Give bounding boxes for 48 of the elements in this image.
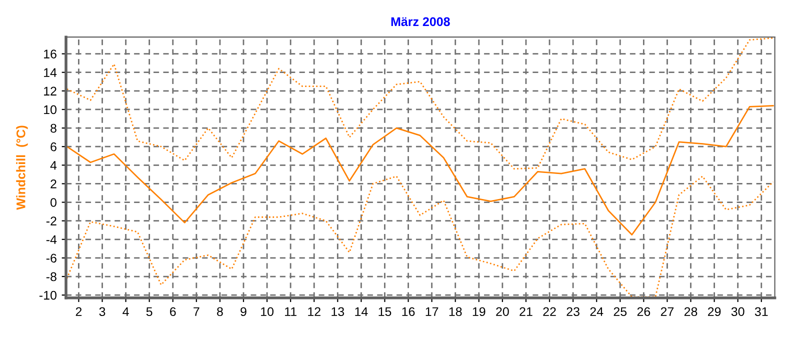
x-tick-label: 25 <box>614 307 627 316</box>
x-tick-label: 24 <box>590 307 604 316</box>
x-tick-label: 28 <box>684 307 698 316</box>
x-tick-label: 17 <box>426 307 438 316</box>
y-tick-label: 2 <box>50 180 56 188</box>
y-tick-label: 8 <box>50 124 56 133</box>
x-tick-label: 15 <box>378 307 392 316</box>
x-tick-label: 4 <box>122 307 129 316</box>
x-tick-label: 20 <box>496 307 509 316</box>
x-tick-label: 8 <box>217 307 223 316</box>
x-tick-label: 2 <box>76 307 82 316</box>
x-tick-label: 31 <box>754 307 768 316</box>
x-tick-label: 27 <box>660 307 674 316</box>
y-tick-label: 14 <box>44 68 57 77</box>
y-tick-label: 12 <box>44 86 56 96</box>
x-tick-label: 23 <box>566 307 580 316</box>
y-tick-label: -10 <box>39 290 56 300</box>
x-tick-label: 10 <box>261 307 274 316</box>
y-tick-label: 0 <box>50 198 56 207</box>
x-tick-label: 21 <box>520 307 532 316</box>
x-tick-label: 11 <box>285 307 296 316</box>
x-tick-label: 18 <box>449 307 462 316</box>
x-tick-label: 6 <box>170 307 176 316</box>
x-tick-label: 12 <box>308 307 320 316</box>
y-tick-label: 6 <box>50 142 56 152</box>
y-tick-label: 10 <box>44 105 56 114</box>
x-tick-label: 3 <box>99 307 106 316</box>
x-tick-label: 22 <box>543 307 556 316</box>
x-tick-label: 7 <box>194 307 200 316</box>
x-tick-label: 14 <box>355 307 368 316</box>
x-tick-label: 5 <box>146 307 152 316</box>
chart-title: März 2008 <box>391 17 450 26</box>
y-tick-label: -8 <box>46 272 56 282</box>
y-tick-label: -6 <box>46 254 56 263</box>
y-tick-label: -4 <box>46 235 57 244</box>
y-axis-title: Windchill (°C) <box>16 126 28 210</box>
x-tick-label: 13 <box>332 307 344 316</box>
x-tick-label: 26 <box>637 307 650 316</box>
x-tick-label: 29 <box>708 307 721 316</box>
y-tick-label: 4 <box>50 161 57 170</box>
y-tick-label: -2 <box>46 216 56 226</box>
x-tick-label: 30 <box>731 307 744 316</box>
x-tick-label: 16 <box>402 307 415 316</box>
line-series <box>66 105 774 236</box>
x-tick-label: 19 <box>472 307 486 316</box>
line-series <box>66 176 774 298</box>
y-tick-label: 16 <box>44 50 56 58</box>
x-tick-label: 9 <box>240 307 246 316</box>
